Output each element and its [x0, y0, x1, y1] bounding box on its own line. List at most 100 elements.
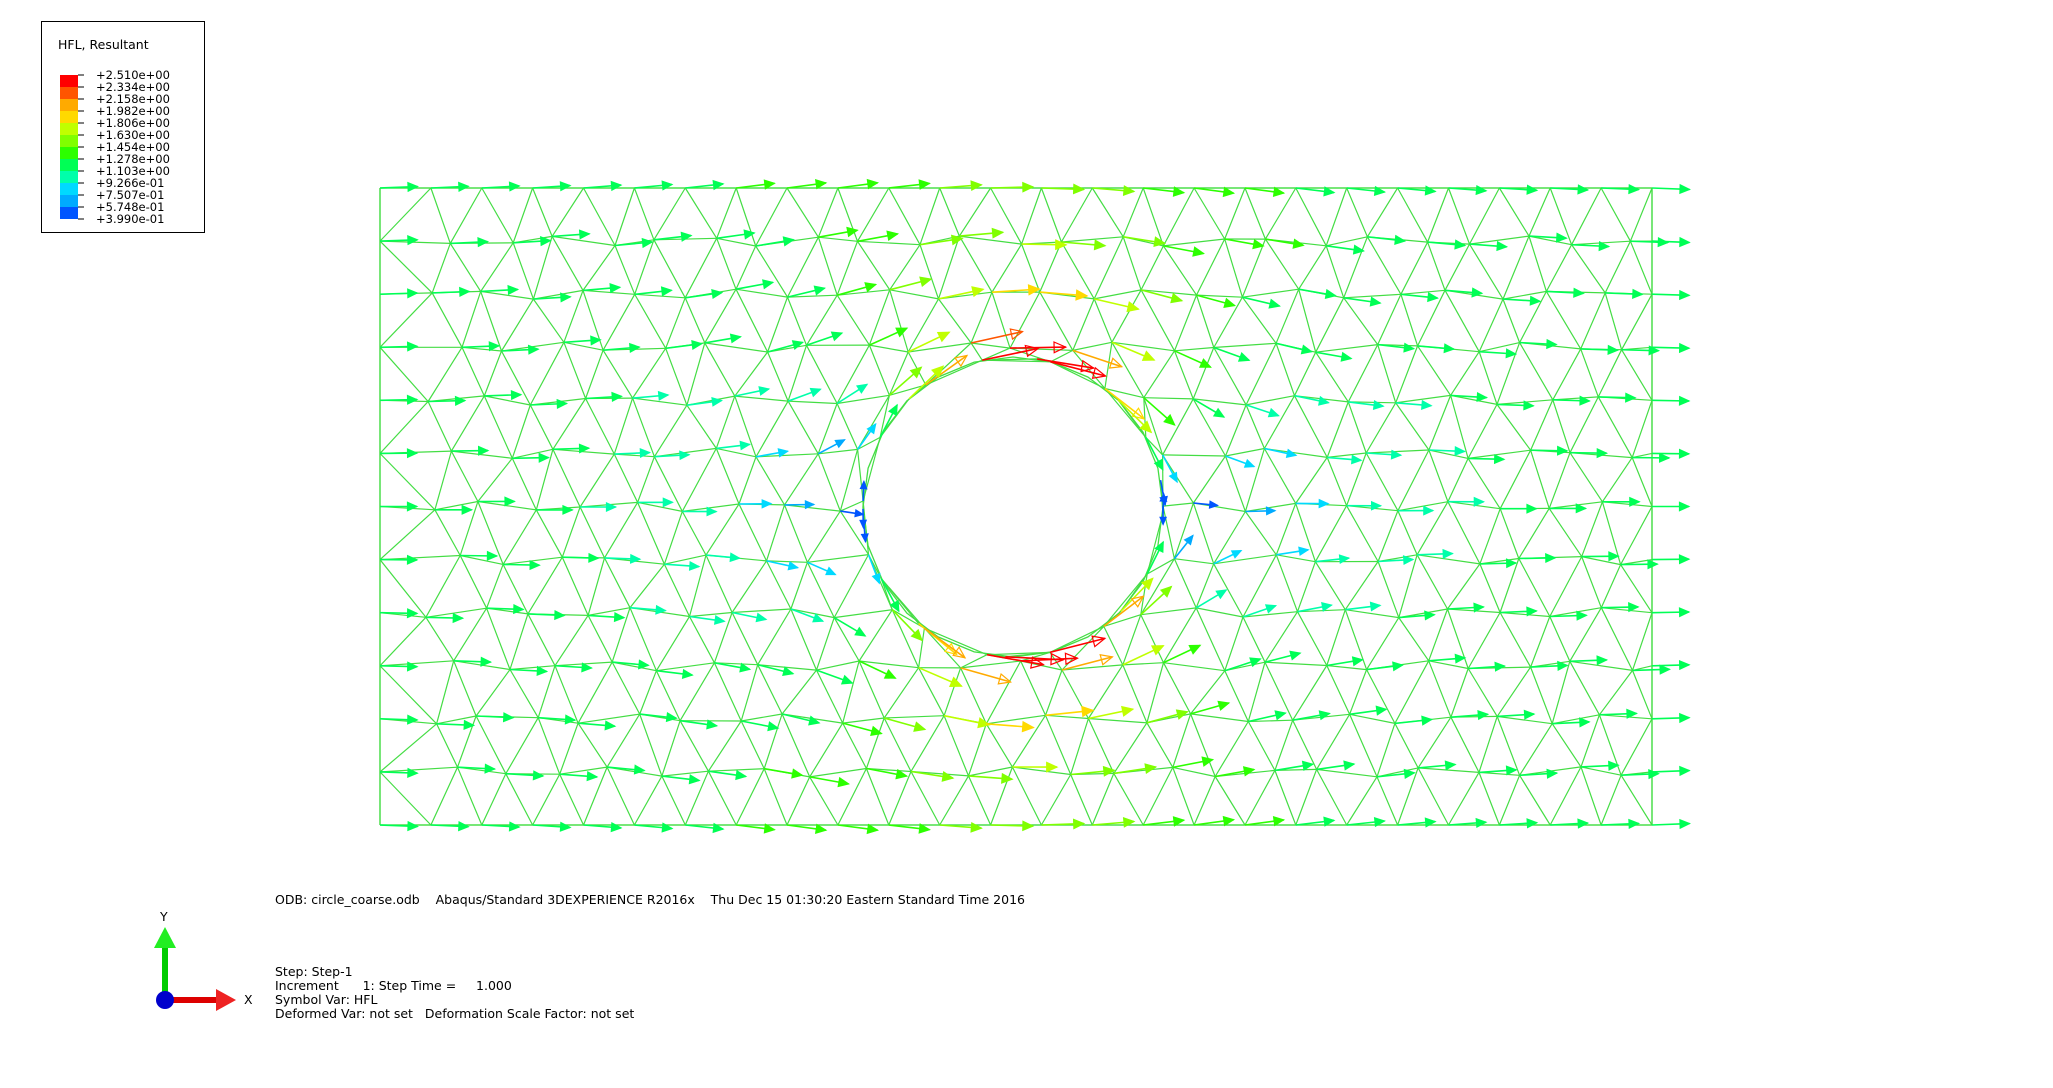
- flux-arrow-head: [407, 234, 419, 246]
- mesh-edge: [1478, 716, 1498, 773]
- mesh-edge: [943, 667, 962, 716]
- mesh-edge: [716, 447, 757, 458]
- flux-arrow-head: [777, 448, 790, 458]
- mesh-edge: [786, 296, 808, 346]
- mesh-edge: [1397, 449, 1430, 511]
- flux-arrow-head: [1679, 183, 1691, 195]
- mesh-edge: [1196, 294, 1243, 298]
- mesh-edge: [1621, 349, 1653, 401]
- mesh-edge: [1377, 294, 1402, 345]
- mesh-edge: [1604, 292, 1623, 350]
- mesh-edge: [1366, 187, 1399, 238]
- mesh-edge: [1499, 558, 1520, 613]
- flux-arrow-head: [629, 342, 641, 353]
- mesh-edge: [1631, 670, 1653, 720]
- mesh-edge: [1552, 348, 1582, 401]
- flux-arrow-head: [463, 719, 476, 731]
- mesh-edge: [480, 290, 534, 300]
- flux-arrow-head: [1198, 358, 1212, 368]
- mesh-edge: [500, 298, 534, 352]
- mesh-edge: [734, 395, 757, 457]
- mesh-edge: [653, 187, 686, 241]
- mesh-edge: [1224, 455, 1246, 512]
- mesh-edge: [1469, 235, 1530, 245]
- mesh-edge: [738, 456, 757, 505]
- mesh-edge: [1348, 401, 1396, 404]
- flux-arrow-head: [1427, 292, 1439, 303]
- flux-vectors: [379, 178, 1691, 835]
- mesh-edge: [681, 448, 717, 512]
- odb-info-line: ODB: circle_coarse.odb Abaqus/Standard 3…: [275, 892, 1025, 907]
- mesh-edge: [1295, 187, 1327, 247]
- flux-arrow-head: [680, 231, 693, 242]
- mesh-edge: [880, 578, 925, 629]
- mesh-edge: [1316, 768, 1378, 778]
- mesh-edge: [741, 713, 783, 722]
- mesh-edge: [781, 713, 811, 778]
- flux-arrow-head: [1223, 297, 1237, 308]
- mesh-edge: [1142, 187, 1164, 247]
- mesh-edge: [837, 768, 867, 826]
- flux-arrow-head: [556, 398, 569, 410]
- mesh-edge: [1349, 669, 1368, 715]
- mesh-edge: [1224, 238, 1243, 298]
- mesh-edge: [705, 554, 733, 613]
- flux-arrow-head: [1021, 720, 1035, 733]
- flux-arrow-head: [1072, 183, 1086, 195]
- mesh-edge: [563, 290, 584, 343]
- mesh-edge: [1549, 766, 1582, 826]
- mesh-edge: [1141, 289, 1197, 296]
- mesh-edge: [1315, 297, 1345, 353]
- mesh-edge: [1569, 396, 1599, 453]
- flux-arrow-head: [1659, 664, 1671, 675]
- mesh-edge: [938, 298, 972, 344]
- flux-arrow-head: [1679, 818, 1691, 830]
- mesh-edge: [582, 187, 616, 246]
- mesh-edge: [1400, 294, 1419, 347]
- mesh-edge: [637, 502, 665, 565]
- flux-arrow-head: [406, 501, 419, 512]
- mesh-edge: [611, 607, 631, 663]
- mesh-edge: [632, 397, 687, 406]
- mesh-edge: [481, 187, 514, 244]
- mesh-edge: [888, 351, 909, 396]
- flux-arrow-head: [540, 236, 552, 247]
- mesh-edge: [537, 665, 556, 718]
- mesh-edge: [857, 394, 890, 450]
- mesh-edge: [1213, 342, 1277, 349]
- mesh-edge: [842, 717, 885, 724]
- mesh-edge: [1580, 292, 1606, 350]
- flux-arrow-head: [1421, 399, 1433, 410]
- mesh-edge: [460, 554, 504, 565]
- mesh-edge: [809, 776, 839, 826]
- mesh-edge: [705, 503, 740, 556]
- flux-arrow-head: [1301, 760, 1315, 772]
- mesh-edge: [738, 503, 768, 562]
- mesh-edge: [655, 670, 681, 721]
- flux-arrow-head: [918, 823, 931, 834]
- mesh-edge: [664, 554, 707, 565]
- mesh-edge: [767, 296, 789, 353]
- mesh-edge: [535, 509, 563, 558]
- flux-arrow-head: [1055, 239, 1068, 251]
- mesh-edge: [587, 557, 606, 616]
- mesh-edge: [1326, 665, 1351, 715]
- mesh-edge: [837, 394, 890, 405]
- mesh-edge: [1274, 770, 1297, 826]
- mesh-edge: [1346, 505, 1379, 562]
- mesh-edge: [1450, 668, 1469, 718]
- flux-arrow-head: [1526, 503, 1538, 514]
- flux-arrow-head: [1373, 185, 1386, 197]
- mesh-edge: [512, 242, 534, 300]
- mesh-edge: [967, 723, 987, 777]
- mesh-edge: [1091, 773, 1115, 826]
- mesh-edge: [786, 776, 811, 826]
- mesh-edge: [561, 556, 589, 616]
- mesh-edge: [655, 616, 691, 672]
- flux-arrow-head: [1001, 772, 1014, 784]
- flux-arrow-head: [743, 229, 756, 240]
- mesh-edge: [606, 766, 635, 826]
- mesh-edge: [661, 775, 686, 826]
- mesh-edge: [582, 245, 616, 291]
- flux-arrow-head: [889, 599, 900, 613]
